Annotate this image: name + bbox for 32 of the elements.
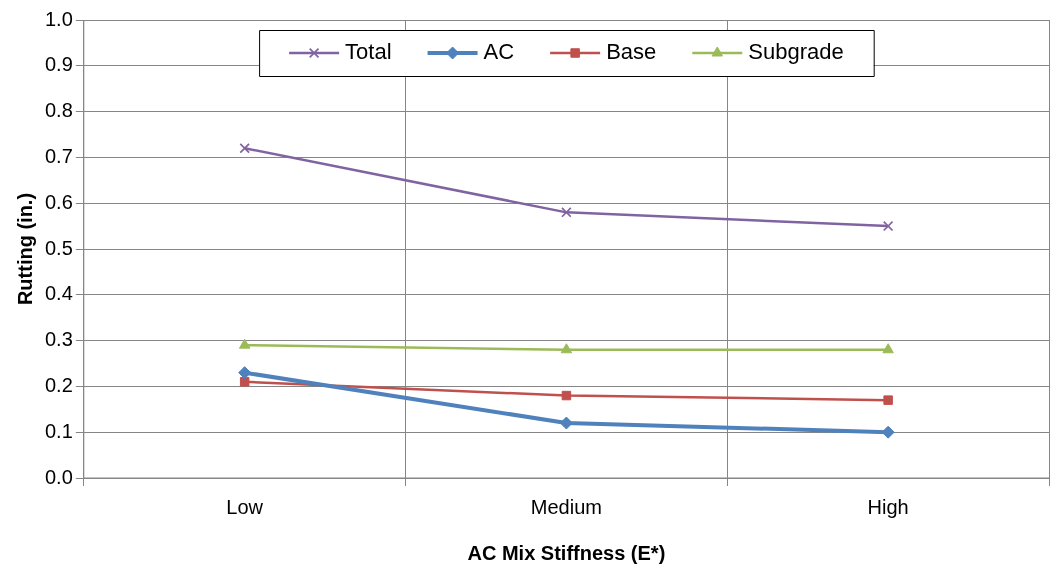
y-tick-label: 0.5 [44, 236, 73, 259]
point [883, 221, 894, 232]
legend-label: AC [483, 39, 515, 65]
y-tick-label: 0.2 [44, 373, 73, 396]
y-tick-label: 0.8 [44, 99, 73, 122]
y-tick-label: 0.3 [44, 328, 73, 351]
point [882, 343, 894, 354]
y-axis-title: Rutting (in.) [13, 192, 36, 306]
point [559, 416, 573, 430]
point [560, 343, 573, 354]
x-tick-label: Low [226, 495, 264, 518]
point [239, 143, 250, 154]
legend-label: Base [606, 39, 657, 65]
y-tick-label: 0.6 [44, 190, 73, 213]
point [239, 377, 250, 387]
x-axis-title: AC Mix Stiffness (E*) [467, 541, 666, 564]
y-tick-label: 0.4 [44, 282, 73, 305]
y-tick-label: 0.1 [44, 419, 73, 442]
x-tick-label: High [867, 495, 909, 518]
point [883, 395, 893, 405]
legend-label: Subgrade [748, 39, 844, 65]
point [238, 338, 251, 349]
x-tick-label: Medium [530, 495, 602, 518]
y-tick-label: 1.0 [44, 7, 73, 30]
y-tick-label: 0.7 [44, 144, 73, 167]
point [561, 390, 572, 401]
point [561, 207, 572, 218]
point [238, 366, 252, 380]
y-tick-label: 0.9 [44, 53, 73, 76]
y-tick-label: 0.0 [44, 465, 73, 488]
point [881, 425, 895, 439]
legend-label: Total [345, 39, 392, 65]
